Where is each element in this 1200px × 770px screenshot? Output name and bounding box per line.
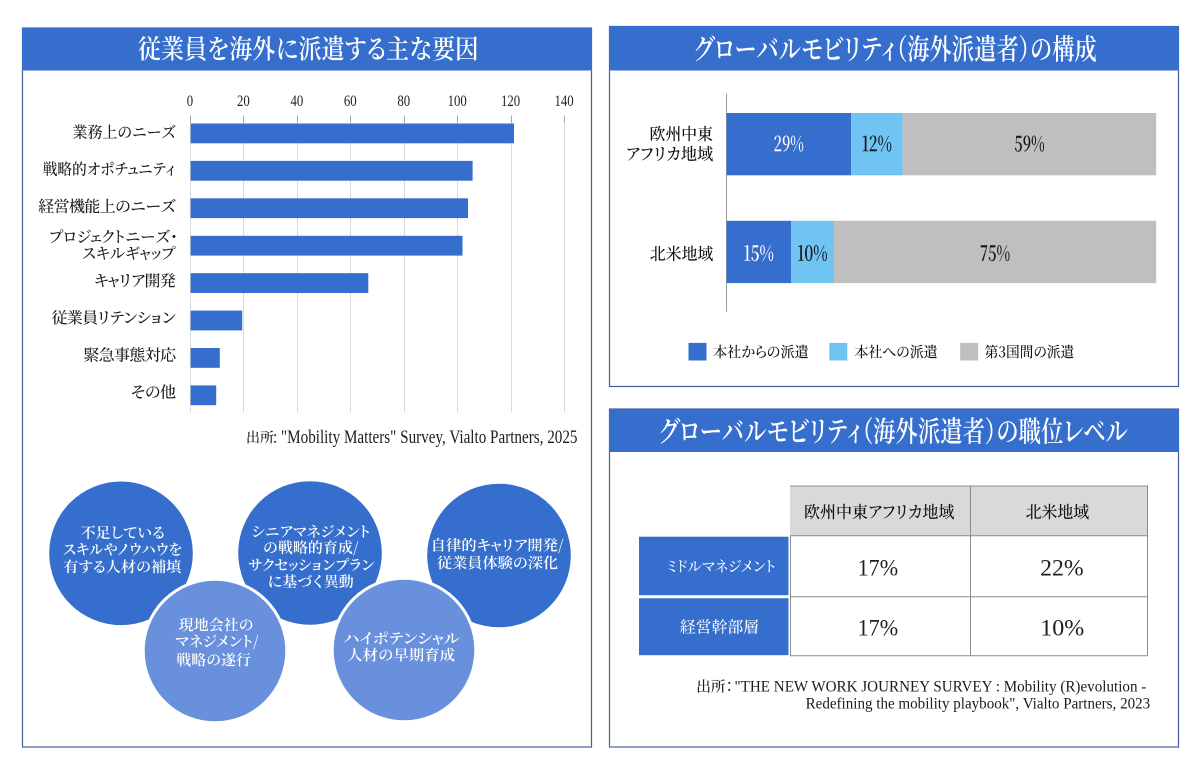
svg-text:Redefining the mobility playbo: Redefining the mobility playbook", Vialt… (806, 696, 1151, 713)
svg-text:40: 40 (291, 93, 304, 110)
svg-text:0: 0 (187, 93, 193, 110)
svg-text:: "Mobility Matters" Survey, V: : "Mobility Matters" Survey, Vialto Part… (273, 427, 578, 448)
svg-text:100: 100 (448, 93, 467, 110)
svg-text:120: 120 (501, 93, 520, 110)
svg-text:22%: 22% (1040, 556, 1084, 581)
svg-text:10%: 10% (1040, 616, 1084, 641)
svg-text:140: 140 (555, 93, 574, 110)
svg-text:17%: 17% (858, 556, 899, 581)
svg-text:60: 60 (344, 93, 357, 110)
svg-text:"THE NEW WORK JOURNEY SURVEY :: "THE NEW WORK JOURNEY SURVEY : Mobility … (735, 679, 1147, 696)
svg-text:20: 20 (237, 93, 250, 110)
svg-text:80: 80 (397, 93, 410, 110)
svg-text:17%: 17% (858, 616, 899, 641)
